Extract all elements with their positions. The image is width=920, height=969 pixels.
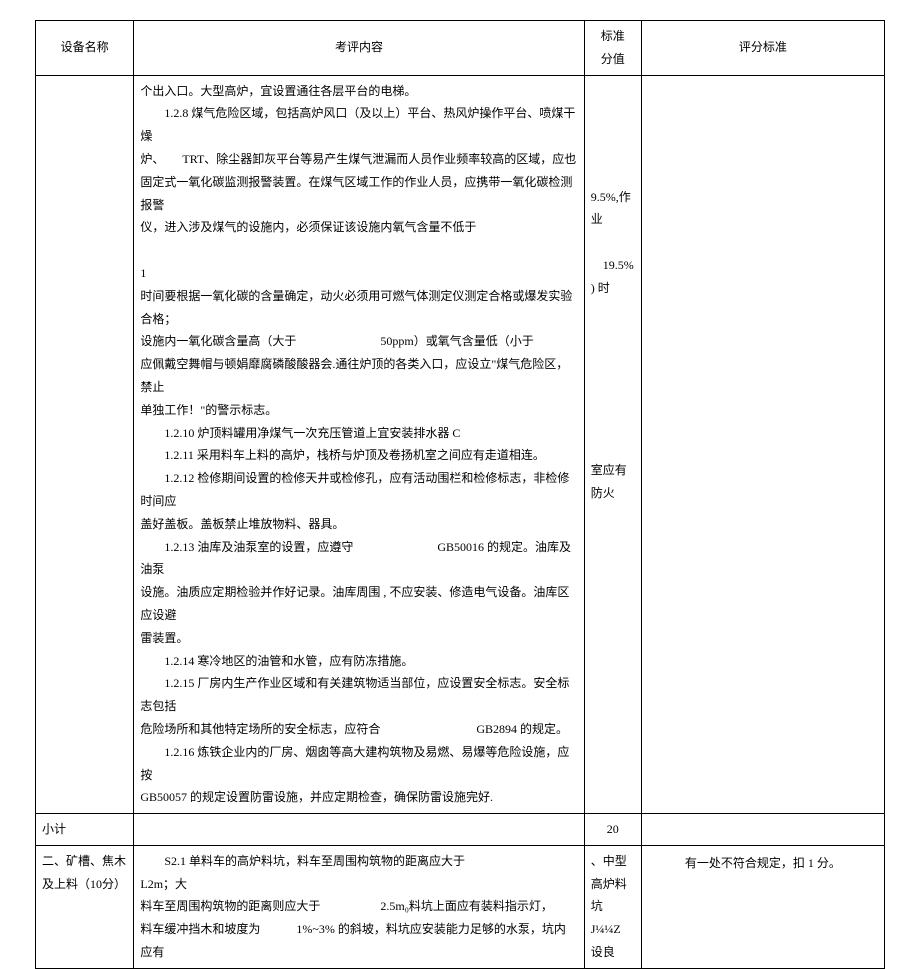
- subtotal-criteria: [641, 814, 884, 846]
- header-scoring-criteria: 评分标准: [641, 21, 884, 76]
- content-line: 1.2.13 油库及油泵室的设置，应遵守 GB50016 的规定。油库及油泵: [140, 536, 577, 582]
- content-line: 个出入口。大型高炉，宜设置通往各层平台的电梯。: [140, 80, 577, 103]
- subtotal-score: 20: [584, 814, 641, 846]
- content-line: 1.2.8 煤气危险区域，包括高炉风口（及以上）平台、热风炉操作平台、喷煤干燥: [140, 102, 577, 148]
- content-line: 1.2.10 炉顶料罐用净煤气一次充压管道上宜安装排水器 C: [140, 422, 577, 445]
- cell-eval-content: S2.1 单料车的高炉料坑，料车至周围构筑物的距离应大于 L2m；大 料车至周围…: [134, 845, 584, 968]
- content-line: 1: [140, 262, 577, 285]
- cell-equipment-name: 二、矿槽、焦木及上料（10分）: [36, 845, 134, 968]
- content-line: 盖好盖板。盖板禁止堆放物料、器具。: [140, 513, 577, 536]
- header-eval-content: 考评内容: [134, 21, 584, 76]
- evaluation-table: 设备名称 考评内容 标准 分值 评分标准 个出入口。大型高炉，宜设置通往各层平台…: [35, 20, 885, 969]
- cell-standard-score: 、中型高炉料坑 J¼¼Z 设良: [584, 845, 641, 968]
- header-standard-score: 标准 分值: [584, 21, 641, 76]
- content-line: 仪，进入涉及煤气的设施内，必须保证该设施内氧气含量不低于: [140, 216, 577, 239]
- content-line: 1.2.16 炼铁企业内的厂房、烟囱等高大建构筑物及易燃、易爆等危险设施，应按: [140, 741, 577, 787]
- table-row: 二、矿槽、焦木及上料（10分） S2.1 单料车的高炉料坑，料车至周围构筑物的距…: [36, 845, 885, 968]
- table-row: 个出入口。大型高炉，宜设置通往各层平台的电梯。1.2.8 煤气危险区域，包括高炉…: [36, 75, 885, 814]
- content-line: 1.2.11 采用料车上料的高炉，栈桥与炉顶及卷扬机室之间应有走道相连。: [140, 444, 577, 467]
- subtotal-label: 小计: [36, 814, 134, 846]
- content-line: 1.2.14 寒冷地区的油管和水管，应有防冻措施。: [140, 650, 577, 673]
- subtotal-content: [134, 814, 584, 846]
- content-line: 固定式一氧化碳监测报警装置。在煤气区域工作的作业人员，应携带一氧化碳检测报警: [140, 171, 577, 217]
- content-line: 1.2.12 检修期间设置的检修天井或检修孔，应有活动围栏和检修标志，非检修时间…: [140, 467, 577, 513]
- content-line: 危险场所和其他特定场所的安全标志，应符合 GB2894 的规定。: [140, 718, 577, 741]
- subtotal-row: 小计 20: [36, 814, 885, 846]
- content-line: 单独工作！"的警示标志。: [140, 399, 577, 422]
- content-line: 时间要根据一氧化碳的含量确定，动火必须用可燃气体测定仪测定合格或爆发实验合格；: [140, 285, 577, 331]
- content-line: 应佩戴空舞帽与顿娟靡腐磷酸酸器会.通往炉顶的各类入口，应设立"煤气危险区，禁止: [140, 353, 577, 399]
- content-line: 设施。油质应定期检验并作好记录。油库周围 , 不应安装、修造电气设备。油库区应设…: [140, 581, 577, 627]
- content-line: GB50057 的规定设置防雷设施，并应定期检查，确保防雷设施完好.: [140, 786, 577, 809]
- cell-standard-score: 9.5%,作业 19.5% ) 时 室应有防火: [584, 75, 641, 814]
- cell-scoring-criteria: 有一处不符合规定，扣 1 分。: [641, 845, 884, 968]
- content-line: 1.2.15 厂房内生产作业区域和有关建筑物适当部位，应设置安全标志。安全标志包…: [140, 672, 577, 718]
- cell-eval-content: 个出入口。大型高炉，宜设置通往各层平台的电梯。1.2.8 煤气危险区域，包括高炉…: [134, 75, 584, 814]
- content-line: 雷装置。: [140, 627, 577, 650]
- content-line: 设施内一氧化碳含量高（大于 50ppm）或氧气含量低（小于: [140, 330, 577, 353]
- header-equipment-name: 设备名称: [36, 21, 134, 76]
- table-header-row: 设备名称 考评内容 标准 分值 评分标准: [36, 21, 885, 76]
- cell-scoring-criteria: [641, 75, 884, 814]
- cell-equipment-name: [36, 75, 134, 814]
- content-line: 炉、 TRT、除尘器卸灰平台等易产生煤气泄漏而人员作业频率较高的区域，应也: [140, 148, 577, 171]
- content-line: [140, 239, 577, 262]
